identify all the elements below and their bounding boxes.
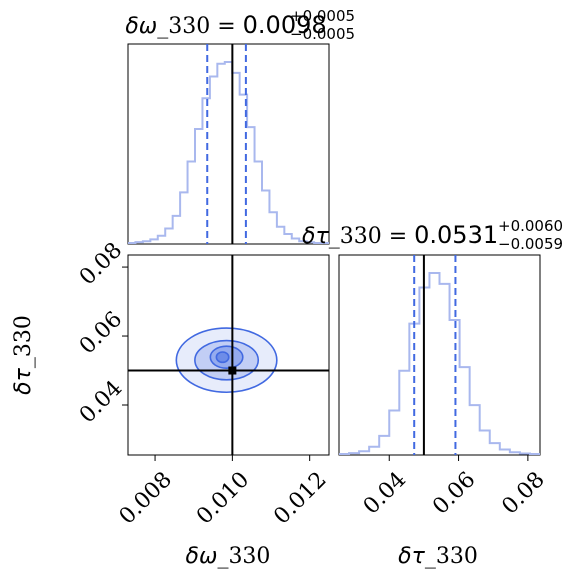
title-median: 0.0098 — [243, 11, 327, 39]
histogram-series-dtau — [339, 272, 540, 455]
title-dtau-errplus: +0.0060 — [498, 217, 563, 235]
title-dtau: δτ_330 = 0.0531 — [302, 221, 498, 249]
xlabel-dtau: δτ_330 — [398, 544, 478, 569]
axes-frame — [338, 254, 541, 456]
contour-level-4 — [215, 351, 230, 364]
x-tick-label: 0.008 — [115, 467, 177, 529]
axes-frame — [127, 254, 330, 456]
x-tick-label: 0.010 — [192, 467, 254, 529]
xlabel-domega: δω_330 — [186, 544, 271, 569]
title-domega-errplus: +0.0005 — [290, 7, 355, 25]
panel-hist-dtau: 0.04 0.06 0.08 — [338, 254, 550, 520]
y-tick-label: 0.06 — [75, 307, 127, 359]
title-symbol: δτ — [302, 224, 329, 249]
contour-level-3 — [209, 345, 244, 370]
title-domega-errminus: −0.0005 — [290, 25, 355, 43]
x-tick-label: 0.04 — [359, 467, 411, 519]
x-tick-label: 0.06 — [428, 467, 480, 519]
axes-frame — [127, 43, 330, 245]
title-name: _330 — [329, 224, 382, 249]
panel-hist-domega — [127, 43, 330, 245]
title-name: _330 — [157, 14, 210, 39]
ylabel-dtau: δτ_330 — [11, 315, 36, 395]
title-domega: δω_330 = 0.0098 — [125, 11, 326, 39]
title-median: 0.0531 — [414, 221, 498, 249]
panel-2d-contours: 0.008 0.010 0.012 0.04 0.06 0.08 — [75, 238, 332, 529]
title-symbol: δω — [125, 14, 157, 39]
y-tick-label: 0.04 — [75, 376, 127, 428]
x-tick-label: 0.08 — [497, 467, 549, 519]
x-tick-label: 0.012 — [269, 467, 331, 529]
title-dtau-errminus: −0.0059 — [498, 235, 563, 253]
y-tick-label: 0.08 — [75, 238, 127, 290]
truth-marker — [228, 366, 237, 375]
histogram-series-domega — [128, 61, 329, 244]
